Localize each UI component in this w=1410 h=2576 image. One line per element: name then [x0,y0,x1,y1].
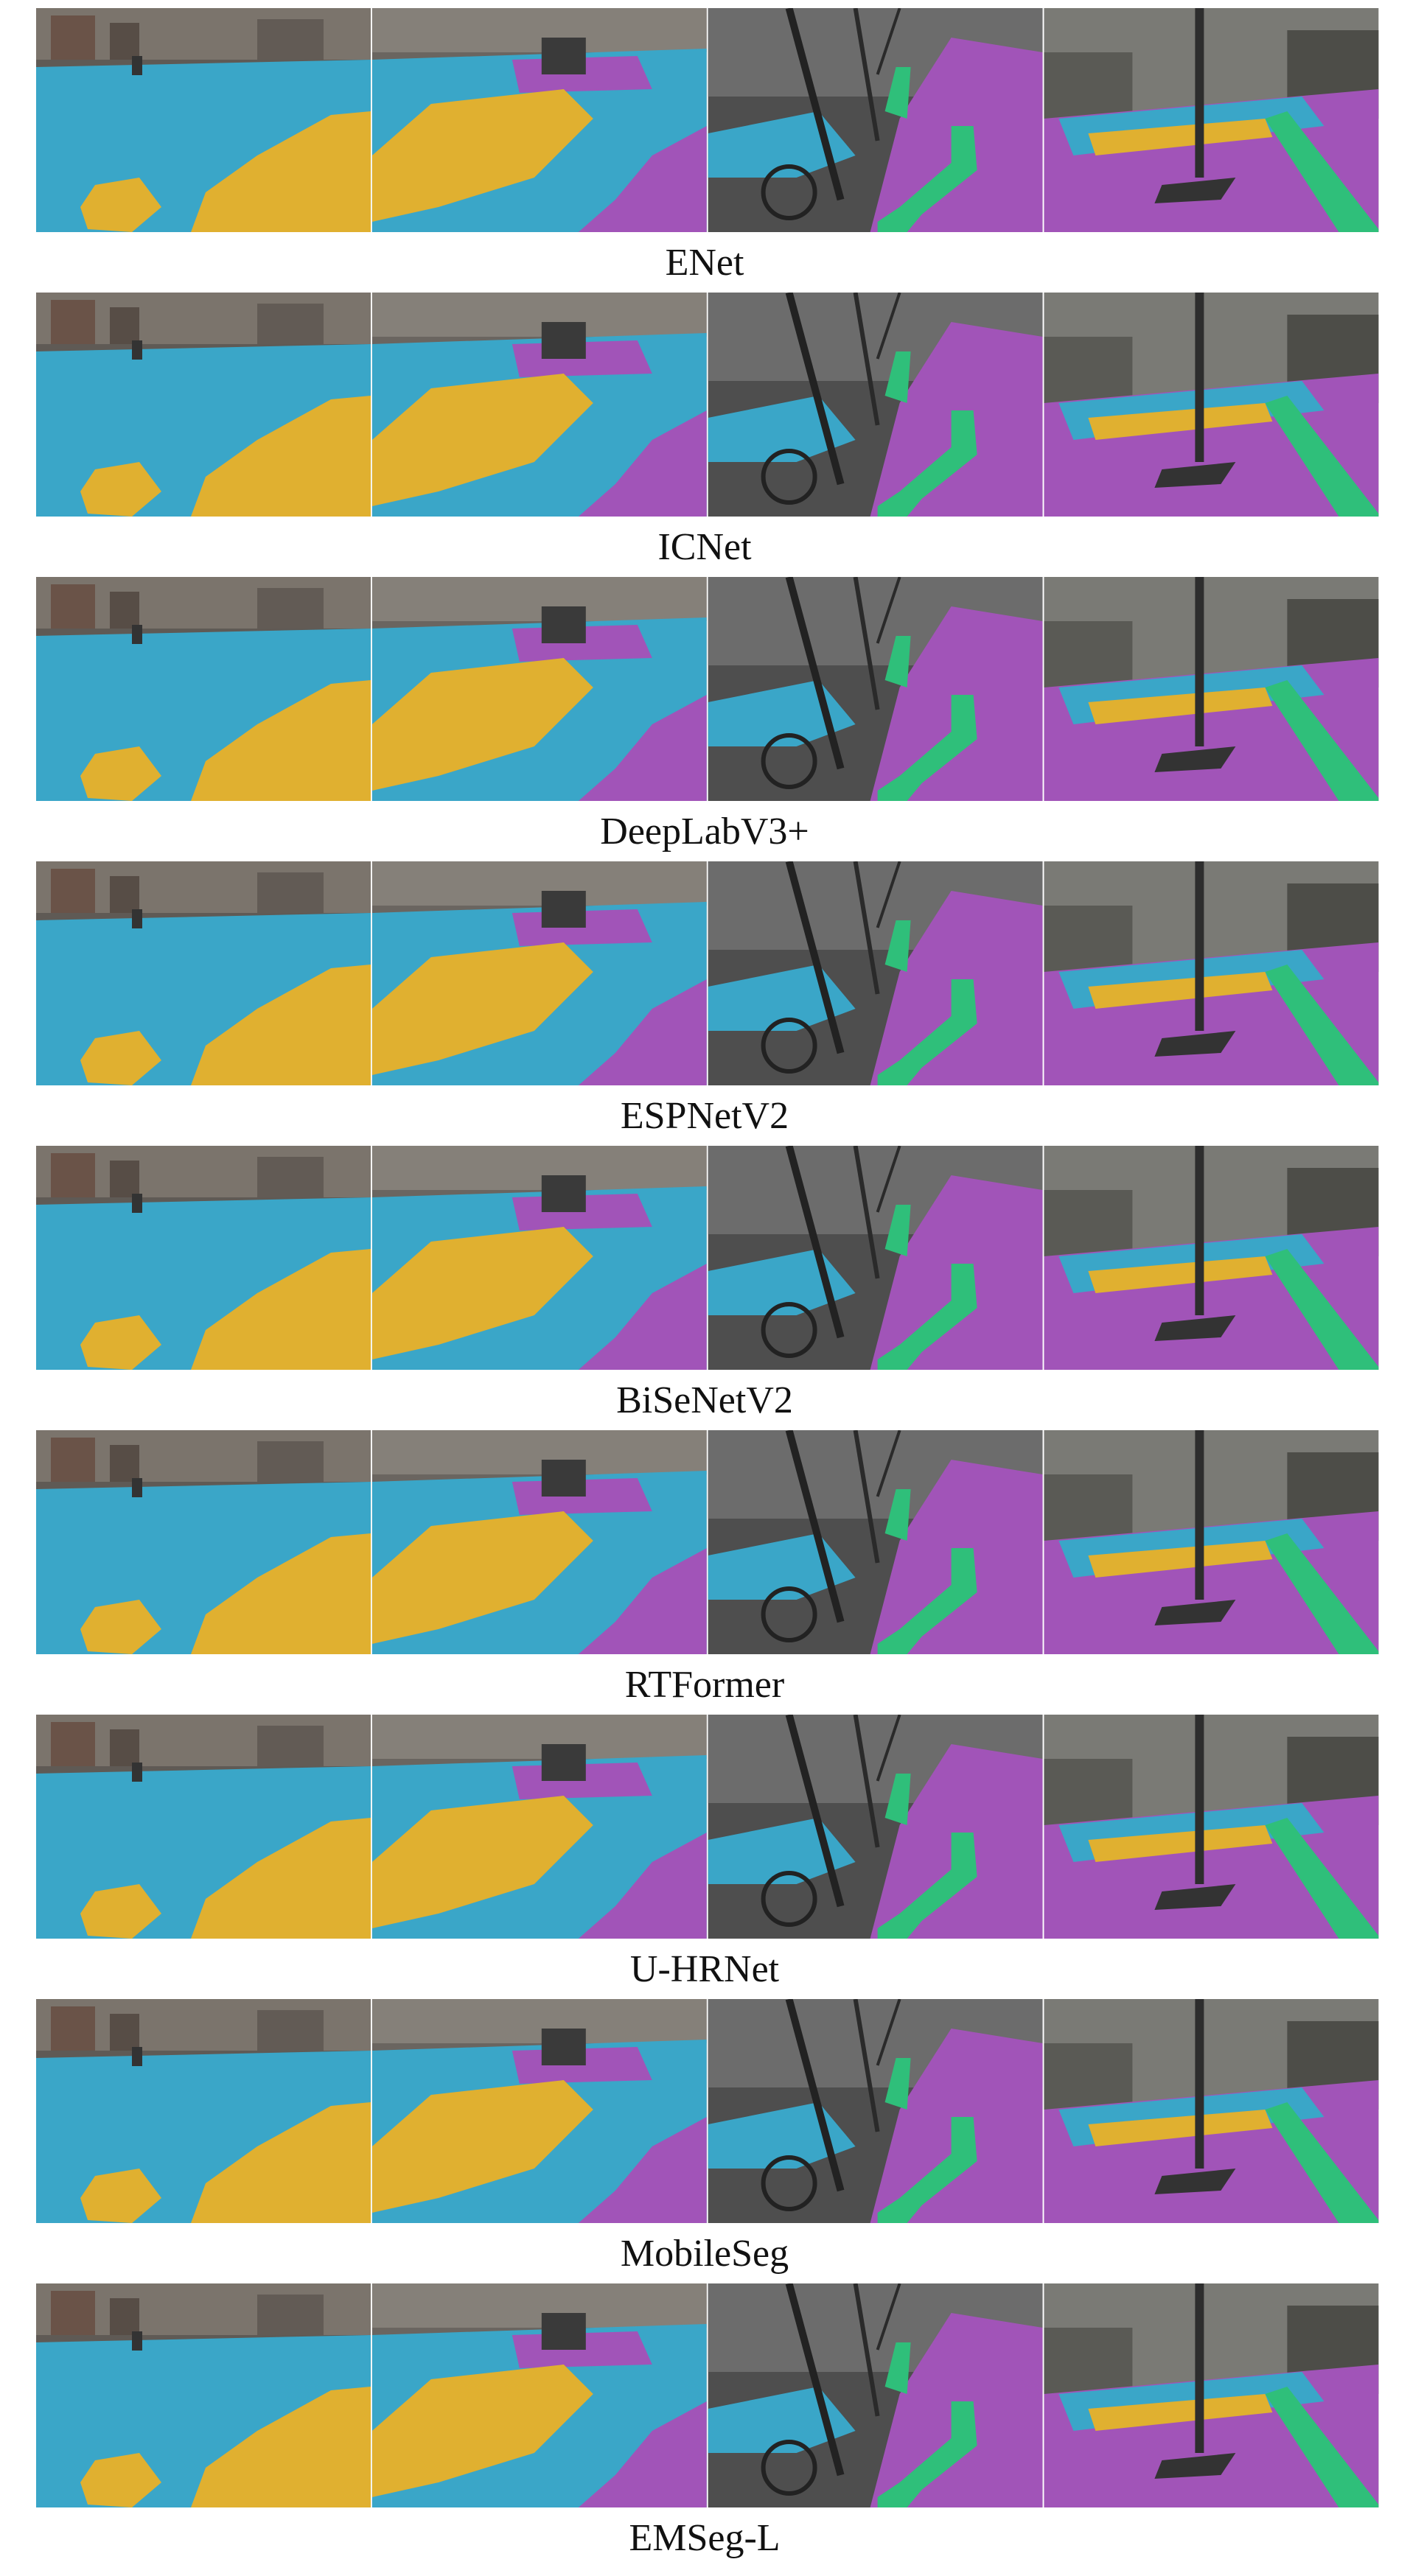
segmentation-panel [708,1430,1043,1654]
segmentation-panel [36,1999,371,2223]
row-caption: ICNet [657,526,752,568]
row-caption: U-HRNet [630,1948,780,1990]
row-caption: ENet [666,242,744,284]
segmentation-panel [371,1430,707,1654]
figure-row: EMSeg-L [36,2283,1379,2559]
segmentation-panel [371,1146,707,1370]
row-caption: MobileSeg [621,2233,789,2275]
row-caption: RTFormer [625,1664,784,1706]
segmentation-panel [708,2283,1043,2507]
segmentation-panel [36,1715,371,1939]
segmentation-panel [708,1146,1043,1370]
segmentation-panel [1044,861,1379,1085]
segmentation-panel [36,1146,371,1370]
row-caption: EMSeg-L [629,2517,780,2559]
segmentation-panel [1044,8,1379,232]
segmentation-panel [708,577,1043,801]
row-caption: BiSeNetV2 [616,1379,793,1421]
segmentation-panel [371,1999,707,2223]
segmentation-panel [708,8,1043,232]
row-caption: ESPNetV2 [621,1095,789,1137]
segmentation-panel [371,2283,707,2507]
figure-row: ESPNetV2 [36,861,1379,1137]
figure-row: RTFormer [36,1430,1379,1706]
segmentation-panel [708,293,1043,517]
figure-row: ENet [36,8,1379,284]
figure-row: U-HRNet [36,1715,1379,1990]
segmentation-panel [708,1999,1043,2223]
segmentation-panel [1044,1999,1379,2223]
segmentation-panel [371,1715,707,1939]
segmentation-panel [36,1430,371,1654]
segmentation-panel [1044,1146,1379,1370]
figure-row: ICNet [36,293,1379,568]
figure-row: MobileSeg [36,1999,1379,2275]
segmentation-panel [371,577,707,801]
segmentation-panel [1044,293,1379,517]
segmentation-panel [1044,1430,1379,1654]
segmentation-panel [36,861,371,1085]
segmentation-panel [371,861,707,1085]
segmentation-panel [1044,577,1379,801]
figure-row: BiSeNetV2 [36,1146,1379,1421]
segmentation-panel [371,8,707,232]
segmentation-panel [1044,2283,1379,2507]
segmentation-panel [36,577,371,801]
segmentation-panel [708,1715,1043,1939]
segmentation-panel [36,293,371,517]
segmentation-panel [708,861,1043,1085]
segmentation-panel [36,2283,371,2507]
row-caption: DeepLabV3+ [600,811,809,853]
segmentation-panel [371,293,707,517]
segmentation-panel [1044,1715,1379,1939]
segmentation-panel [36,8,371,232]
figure-row: DeepLabV3+ [36,577,1379,853]
